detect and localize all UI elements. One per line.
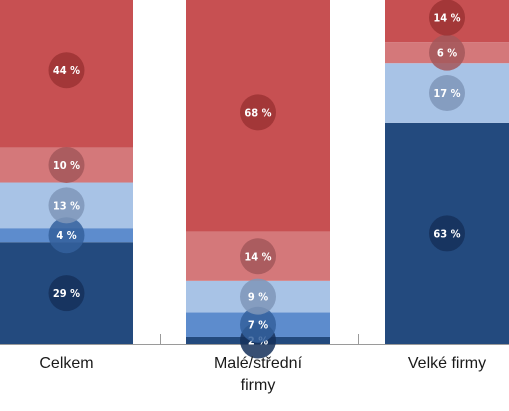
category-label-1: Malé/střední firmy [213, 355, 303, 394]
value-badge-1-1 [240, 306, 276, 343]
data-label-0-0: 29 % [53, 287, 80, 300]
data-label-1-2: 9 % [248, 291, 268, 304]
value-badge-0-3 [48, 146, 85, 183]
value-badge-1-3 [240, 238, 276, 275]
data-label-2-3: 6 % [437, 47, 457, 60]
category-label-2: Velké firmy [407, 355, 487, 372]
data-label-2-4: 14 % [433, 12, 460, 25]
value-badge-0-1 [48, 217, 85, 254]
data-label-1-1: 7 % [248, 319, 268, 332]
data-label-0-2: 13 % [53, 199, 80, 212]
value-badge-2-0 [429, 215, 465, 252]
category-label-0: Celkem [39, 355, 94, 372]
value-badge-0-0 [48, 275, 85, 312]
data-label-0-4: 44 % [53, 64, 80, 77]
data-label-0-3: 10 % [53, 159, 80, 172]
data-label-2-2: 17 % [433, 87, 460, 100]
data-label-1-3: 14 % [244, 250, 271, 263]
data-label-0-1: 4 % [56, 229, 76, 242]
value-badge-1-2 [240, 278, 276, 315]
data-label-2-0: 63 % [433, 227, 460, 240]
value-badge-2-4 [429, 0, 465, 36]
value-badge-2-3 [429, 34, 465, 71]
value-badge-0-4 [48, 52, 85, 89]
value-badge-2-2 [429, 75, 465, 112]
data-label-1-4: 68 % [244, 106, 271, 119]
value-badge-0-2 [48, 187, 85, 224]
value-badge-1-4 [240, 94, 276, 131]
